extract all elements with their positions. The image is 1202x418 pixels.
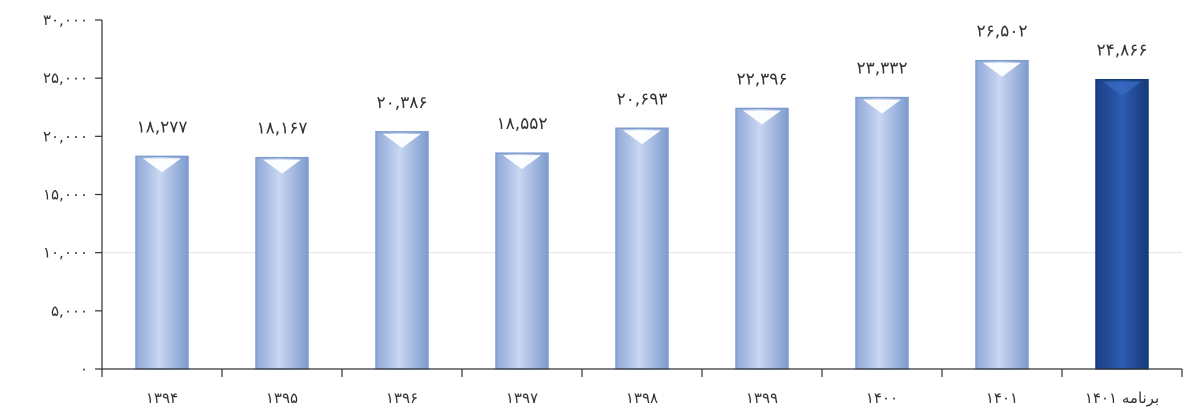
category-label: ۱۳۹۷: [506, 389, 538, 407]
axis-layer: [95, 19, 1183, 377]
bar: [495, 152, 549, 370]
bar-top-marker: [983, 62, 1021, 77]
bar: [855, 96, 909, 370]
bar: [135, 155, 189, 370]
bar-top-marker: [1103, 81, 1141, 96]
data-label: ۲۳,۳۳۲: [856, 59, 907, 79]
bar-top-marker: [623, 130, 661, 145]
category-label: برنامه ۱۴۰۱: [1085, 389, 1159, 407]
y-tick-label: ۳۰,۰۰۰: [43, 11, 88, 29]
category-label: ۱۳۹۴: [146, 389, 178, 407]
bar-group: [735, 107, 789, 370]
bar-top-marker: [743, 110, 781, 125]
bar: [375, 131, 429, 370]
data-label: ۲۴,۸۶۶: [1096, 41, 1147, 61]
bar-group: [375, 131, 429, 370]
bar-top-marker: [503, 155, 541, 170]
bar-group: [975, 59, 1029, 370]
bar-top-marker: [143, 158, 181, 173]
data-label: ۱۸,۵۵۲: [496, 114, 547, 134]
bar-group: [855, 96, 909, 370]
category-label: ۱۳۹۸: [626, 389, 658, 407]
data-label: ۱۸,۲۷۷: [136, 117, 187, 137]
bar: [615, 127, 669, 370]
bar-group: [135, 155, 189, 370]
bar-group: [1095, 78, 1149, 370]
bar: [255, 156, 309, 370]
y-tick-label: ۱۰,۰۰۰: [43, 244, 88, 262]
category-label: ۱۳۹۶: [386, 389, 418, 407]
data-label: ۲۰,۳۸۶: [376, 93, 427, 113]
category-label: ۱۴۰۰: [866, 389, 898, 407]
bar: [1095, 78, 1149, 370]
y-tick-label: ۰: [80, 360, 88, 378]
bar: [975, 59, 1029, 370]
bar-top-marker: [863, 99, 901, 114]
y-tick-label: ۲۰,۰۰۰: [43, 127, 88, 145]
category-label: ۱۴۰۱: [986, 389, 1018, 407]
category-label: ۱۳۹۹: [746, 389, 778, 407]
bar-top-marker: [383, 133, 421, 148]
y-tick-label: ۵,۰۰۰: [51, 302, 88, 320]
bar: [735, 107, 789, 370]
data-label: ۲۶,۵۰۲: [976, 22, 1027, 42]
labels-layer: ۰ ۵,۰۰۰ ۱۰,۰۰۰ ۱۵,۰۰۰ ۲۰,۰۰۰ ۲۵,۰۰۰ ۳۰,۰۰۰ ۱۸,۲…: [43, 11, 1159, 407]
data-label: ۲۲,۳۹۶: [736, 69, 787, 89]
bar-group: [615, 127, 669, 370]
bar-group: [255, 156, 309, 370]
category-label: ۱۳۹۵: [266, 389, 298, 407]
data-label: ۱۸,۱۶۷: [256, 119, 307, 139]
y-tick-label: ۲۵,۰۰۰: [43, 69, 88, 87]
bar-top-marker: [263, 159, 301, 174]
bar-group: [495, 152, 549, 370]
y-tick-label: ۱۵,۰۰۰: [43, 186, 88, 204]
data-label: ۲۰,۶۹۳: [616, 89, 667, 109]
bars-layer: [135, 59, 1149, 370]
